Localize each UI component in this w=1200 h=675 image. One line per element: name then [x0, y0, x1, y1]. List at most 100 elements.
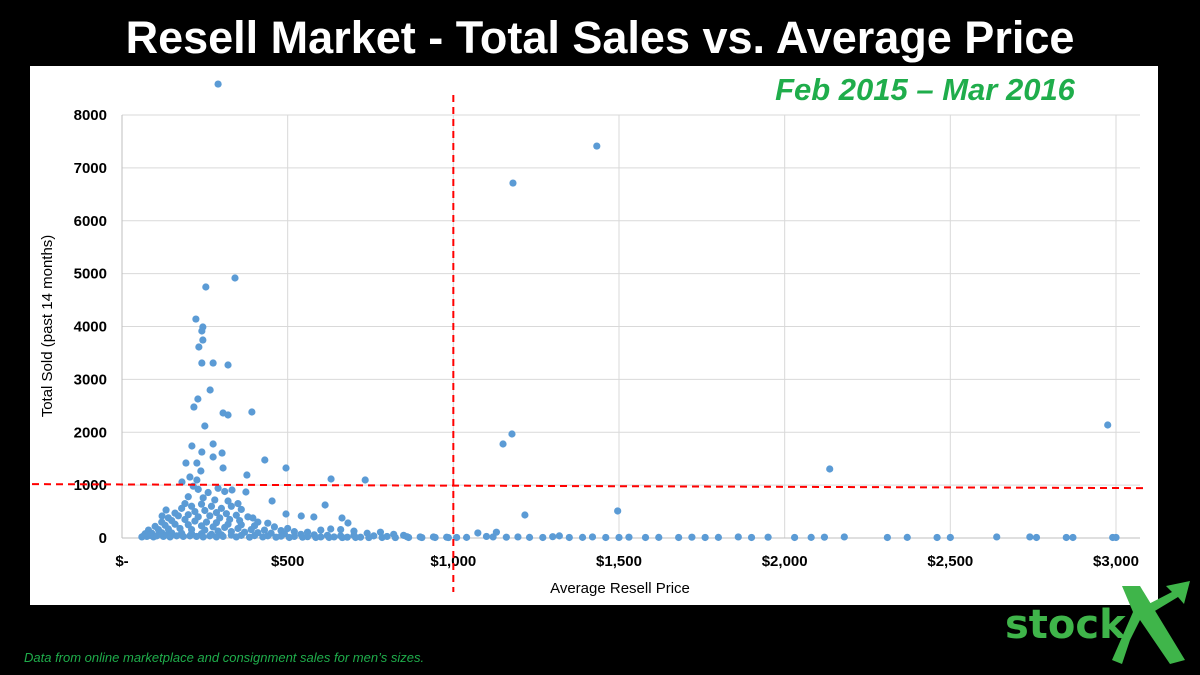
data-point	[1032, 533, 1041, 542]
data-point	[195, 343, 203, 351]
data-point	[209, 440, 217, 448]
data-point	[431, 533, 439, 542]
data-point	[602, 533, 610, 542]
data-point	[204, 488, 212, 497]
y-tick-label: 6000	[74, 213, 107, 230]
data-point	[807, 533, 815, 541]
x-tick-label: $2,500	[927, 553, 973, 570]
data-point	[625, 533, 633, 541]
y-tick-label: 0	[99, 530, 107, 547]
data-point	[211, 496, 219, 504]
data-point	[1104, 421, 1112, 429]
data-point	[474, 529, 482, 537]
data-point	[593, 142, 601, 150]
data-point	[734, 533, 742, 541]
x-tick-label: $2,000	[762, 553, 808, 570]
grid	[121, 114, 1140, 539]
data-point	[232, 511, 240, 519]
data-point	[1069, 533, 1077, 542]
data-point	[206, 512, 214, 520]
data-point	[509, 179, 517, 187]
data-point	[264, 519, 272, 527]
data-point	[228, 486, 236, 494]
x-tick-label: $1,500	[596, 553, 642, 570]
data-point	[224, 411, 232, 419]
logo-x-arrow-icon	[1112, 581, 1190, 664]
y-tick-label: 3000	[74, 371, 107, 388]
data-point	[186, 532, 194, 540]
data-point	[327, 525, 335, 533]
data-point	[224, 361, 232, 369]
data-points	[138, 80, 1120, 542]
data-point	[259, 533, 267, 541]
logo-text: stock	[1005, 602, 1127, 648]
data-point	[212, 509, 221, 517]
data-point	[327, 475, 335, 483]
data-point	[179, 532, 187, 541]
data-point	[261, 456, 269, 464]
data-point	[237, 505, 245, 514]
data-point	[182, 459, 190, 467]
data-point	[192, 532, 201, 541]
data-point	[549, 533, 557, 541]
data-point	[312, 533, 320, 542]
data-point	[199, 533, 207, 541]
data-point	[840, 533, 848, 541]
data-point	[492, 528, 501, 536]
data-point	[194, 485, 202, 493]
data-point	[615, 533, 623, 542]
chart-title: Resell Market - Total Sales vs. Average …	[125, 12, 1075, 63]
data-point	[365, 533, 373, 542]
data-point	[206, 386, 214, 394]
data-point	[826, 465, 834, 473]
x-tick-label: $3,000	[1093, 553, 1139, 570]
data-point	[212, 533, 221, 541]
data-point	[174, 512, 182, 520]
y-tick-label: 7000	[74, 160, 107, 177]
data-point	[688, 533, 696, 541]
data-point	[221, 487, 229, 496]
data-point	[186, 473, 194, 481]
data-point	[514, 533, 522, 541]
data-point	[201, 422, 209, 430]
data-point	[747, 533, 756, 542]
data-point	[310, 513, 318, 521]
data-point	[209, 453, 217, 461]
data-point	[232, 533, 240, 541]
data-point	[282, 510, 290, 518]
data-point	[158, 512, 166, 520]
data-point	[298, 533, 307, 541]
data-point	[883, 533, 891, 542]
data-point	[641, 533, 650, 542]
data-point	[903, 533, 911, 541]
data-point	[1026, 533, 1034, 541]
data-point	[197, 467, 205, 475]
data-point	[243, 471, 251, 479]
data-point	[202, 518, 211, 526]
data-point	[297, 512, 305, 520]
data-point	[199, 494, 207, 502]
data-point	[222, 510, 230, 518]
data-point	[192, 315, 200, 323]
data-point	[714, 533, 723, 541]
data-point	[227, 502, 235, 510]
data-point	[321, 501, 329, 509]
data-point	[614, 507, 622, 515]
data-point	[188, 442, 196, 450]
data-point	[198, 359, 206, 367]
data-point	[221, 523, 229, 532]
data-point	[214, 484, 222, 492]
data-point	[178, 504, 186, 512]
data-point	[521, 511, 529, 519]
data-point	[218, 449, 226, 457]
data-point	[244, 513, 252, 521]
data-point	[207, 502, 216, 510]
data-point	[193, 459, 201, 467]
data-point	[187, 502, 196, 510]
data-point	[791, 533, 799, 542]
data-point	[391, 533, 399, 542]
data-point	[231, 274, 239, 282]
data-point	[539, 533, 547, 542]
data-point	[201, 506, 209, 515]
